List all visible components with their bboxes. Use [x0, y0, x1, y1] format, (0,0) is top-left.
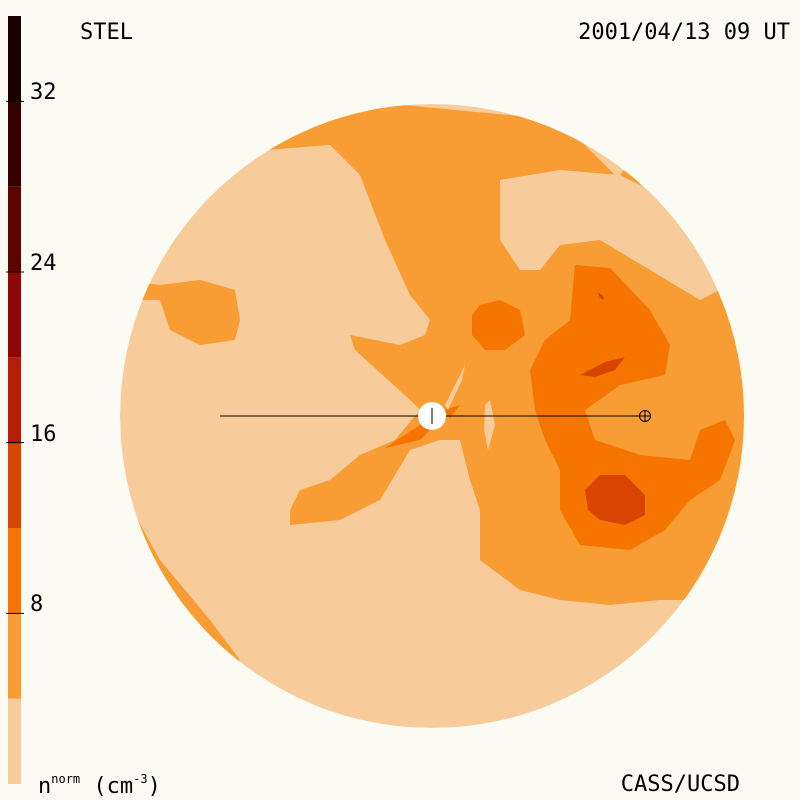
colorbar-level-6 [8, 186, 21, 272]
colorbar-tick-label: 24 [30, 251, 57, 276]
colorbar-level-0 [8, 698, 21, 784]
colorbar-level-1 [8, 613, 21, 699]
colorbar-level-3 [8, 442, 21, 528]
colorbar-tick-label: 32 [30, 80, 57, 106]
colorbar-level-5 [8, 272, 21, 358]
density-level-1 [120, 470, 240, 680]
density-level-3 [585, 475, 645, 525]
density-level-2 [530, 265, 735, 550]
density-level-3 [598, 292, 604, 300]
units-label: nnorm (cm-3) [38, 772, 161, 799]
station-label: STEL [80, 20, 133, 45]
datetime-label: 2001/04/13 09 UT [578, 20, 790, 45]
density-level-3 [580, 357, 625, 377]
density-level-1 [120, 280, 240, 345]
colorbar-tick-label: 16 [30, 421, 57, 447]
colorbar-level-2 [8, 528, 21, 614]
density-level-2 [444, 405, 460, 418]
colorbar-level-4 [8, 357, 21, 443]
earth-icon [639, 410, 651, 422]
colorbar-level-8 [8, 16, 21, 102]
density-level-0 [484, 400, 495, 450]
density-level-0 [445, 365, 465, 410]
colorbar [6, 16, 24, 784]
density-level-2 [472, 300, 525, 350]
colorbar-tick-label: 8 [30, 592, 44, 618]
colorbar-level-7 [8, 101, 21, 187]
density-level-0 [378, 408, 415, 416]
credit-label: CASS/UCSD [620, 772, 740, 797]
